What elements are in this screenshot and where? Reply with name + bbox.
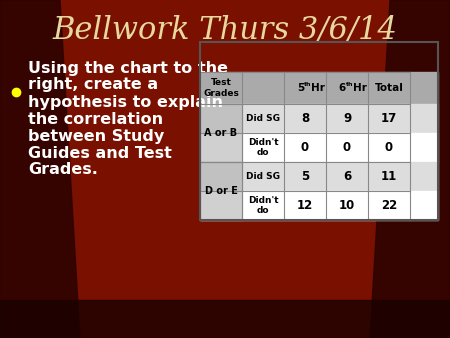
Text: Didn't
do: Didn't do [248, 196, 278, 215]
Polygon shape [370, 0, 450, 338]
Text: th: th [346, 81, 354, 87]
Text: 17: 17 [381, 112, 397, 125]
Text: 6: 6 [339, 83, 346, 93]
Text: 8: 8 [301, 112, 309, 125]
Text: 0: 0 [301, 141, 309, 154]
Text: 0: 0 [385, 141, 393, 154]
Text: D or E: D or E [205, 186, 238, 196]
Text: A or B: A or B [204, 128, 238, 138]
Bar [200, 104, 438, 133]
Text: 6: 6 [343, 170, 351, 183]
Text: Didn't
do: Didn't do [248, 138, 278, 157]
Text: 10: 10 [339, 199, 355, 212]
Text: th: th [304, 81, 311, 87]
Text: Hr: Hr [353, 83, 367, 93]
Text: hypothesis to explain: hypothesis to explain [28, 95, 223, 110]
Text: 12: 12 [297, 199, 313, 212]
Text: right, create a: right, create a [28, 77, 158, 93]
Text: Bellwork Thurs 3/6/14: Bellwork Thurs 3/6/14 [53, 16, 397, 47]
Text: Total: Total [374, 83, 404, 93]
Text: between Study: between Study [28, 128, 164, 144]
Bar [200, 162, 242, 220]
Text: Did SG: Did SG [246, 172, 280, 181]
Text: Grades.: Grades. [28, 163, 98, 177]
Bar [200, 162, 438, 191]
Bar [200, 133, 438, 162]
Text: 22: 22 [381, 199, 397, 212]
Bar [200, 72, 438, 104]
Text: 5: 5 [301, 170, 309, 183]
Text: Test
Grades: Test Grades [203, 78, 239, 98]
Bar [0, 300, 450, 338]
Text: Guides and Test: Guides and Test [28, 145, 172, 161]
Text: the correlation: the correlation [28, 112, 163, 126]
Text: 0: 0 [343, 141, 351, 154]
Text: Using the chart to the: Using the chart to the [28, 61, 228, 75]
Bar [200, 104, 242, 162]
Text: Did SG: Did SG [246, 114, 280, 123]
Text: 5: 5 [297, 83, 304, 93]
Text: 9: 9 [343, 112, 351, 125]
Text: Hr: Hr [311, 83, 325, 93]
Bar [200, 191, 438, 220]
Text: 11: 11 [381, 170, 397, 183]
Bar [200, 42, 438, 220]
Polygon shape [0, 0, 80, 338]
